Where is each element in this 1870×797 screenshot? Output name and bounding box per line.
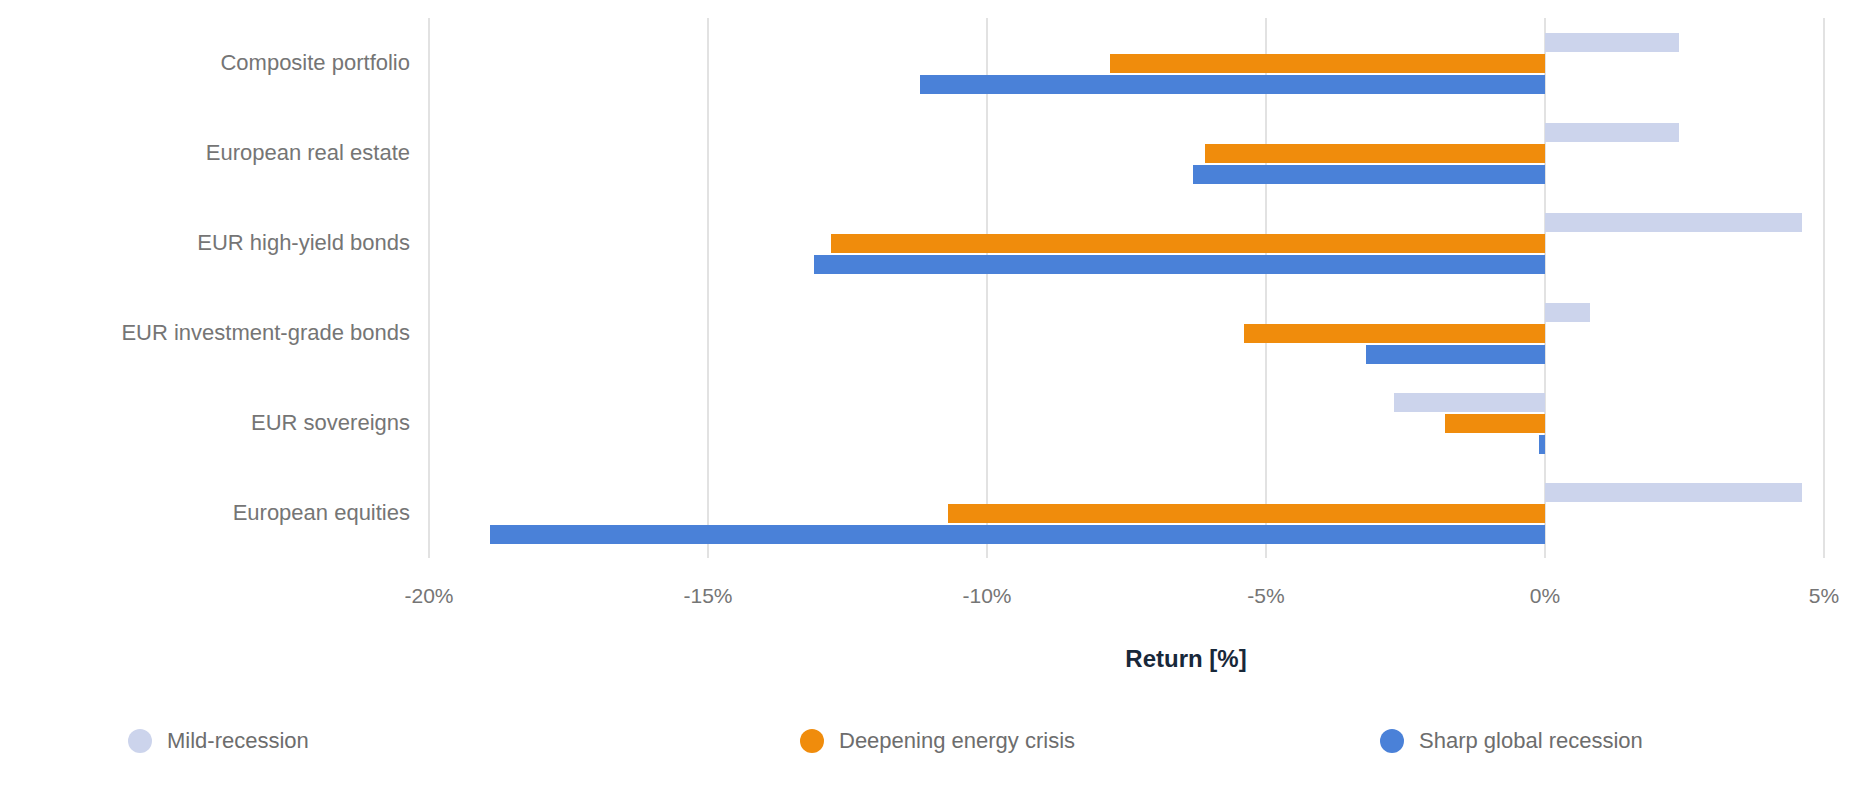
gridline-5% — [1823, 18, 1825, 558]
x-tick-label--5%: -5% — [1247, 584, 1284, 608]
x-tick-label--15%: -15% — [683, 584, 732, 608]
legend-item-sharp-global-recession: Sharp global recession — [1380, 726, 1643, 756]
bar-sharp-global-recession-eur-high-yield-bonds — [814, 255, 1545, 274]
gridline--10% — [986, 18, 988, 558]
legend-label: Deepening energy crisis — [839, 728, 1075, 754]
bar-mild-recession-eur-investment-grade-bonds — [1545, 303, 1590, 322]
category-label-eur-sovereigns: EUR sovereigns — [0, 410, 410, 436]
plot-area — [429, 18, 1824, 558]
gridline--15% — [707, 18, 709, 558]
x-axis-title: Return [%] — [1125, 645, 1246, 673]
bar-deepening-energy-crisis-eur-investment-grade-bonds — [1244, 324, 1545, 343]
legend-swatch-icon — [1380, 729, 1404, 753]
bar-deepening-energy-crisis-european-equities — [948, 504, 1545, 523]
bar-mild-recession-eur-high-yield-bonds — [1545, 213, 1802, 232]
x-tick-label--20%: -20% — [404, 584, 453, 608]
category-label-eur-high-yield-bonds: EUR high-yield bonds — [0, 230, 410, 256]
bar-deepening-energy-crisis-eur-high-yield-bonds — [831, 234, 1545, 253]
legend-item-deepening-energy-crisis: Deepening energy crisis — [800, 726, 1075, 756]
category-label-eur-investment-grade-bonds: EUR investment-grade bonds — [0, 320, 410, 346]
bar-deepening-energy-crisis-european-real-estate — [1205, 144, 1545, 163]
category-label-european-real-estate: European real estate — [0, 140, 410, 166]
return-scenarios-bar-chart: Composite portfolio European real estate E… — [0, 0, 1870, 797]
bar-mild-recession-european-real-estate — [1545, 123, 1679, 142]
bar-sharp-global-recession-composite-portfolio — [920, 75, 1545, 94]
gridline--5% — [1265, 18, 1267, 558]
bar-mild-recession-composite-portfolio — [1545, 33, 1679, 52]
category-label-european-equities: European equities — [0, 500, 410, 526]
bar-deepening-energy-crisis-eur-sovereigns — [1445, 414, 1545, 433]
x-tick-label--10%: -10% — [962, 584, 1011, 608]
bar-sharp-global-recession-eur-investment-grade-bonds — [1366, 345, 1545, 364]
bar-sharp-global-recession-european-real-estate — [1193, 165, 1545, 184]
legend-item-mild-recession: Mild-recession — [128, 726, 309, 756]
gridline-0% — [1544, 18, 1546, 558]
bar-sharp-global-recession-european-equities — [490, 525, 1545, 544]
legend-swatch-icon — [128, 729, 152, 753]
bar-sharp-global-recession-eur-sovereigns — [1539, 435, 1545, 454]
bar-deepening-energy-crisis-composite-portfolio — [1110, 54, 1545, 73]
category-label-composite-portfolio: Composite portfolio — [0, 50, 410, 76]
legend-label: Sharp global recession — [1419, 728, 1643, 754]
legend-label: Mild-recession — [167, 728, 309, 754]
x-tick-label-0%: 0% — [1530, 584, 1560, 608]
legend-swatch-icon — [800, 729, 824, 753]
bar-mild-recession-european-equities — [1545, 483, 1802, 502]
x-tick-label-5%: 5% — [1809, 584, 1839, 608]
gridline--20% — [428, 18, 430, 558]
bar-mild-recession-eur-sovereigns — [1394, 393, 1545, 412]
category-axis: Composite portfolio European real estate E… — [0, 18, 410, 558]
